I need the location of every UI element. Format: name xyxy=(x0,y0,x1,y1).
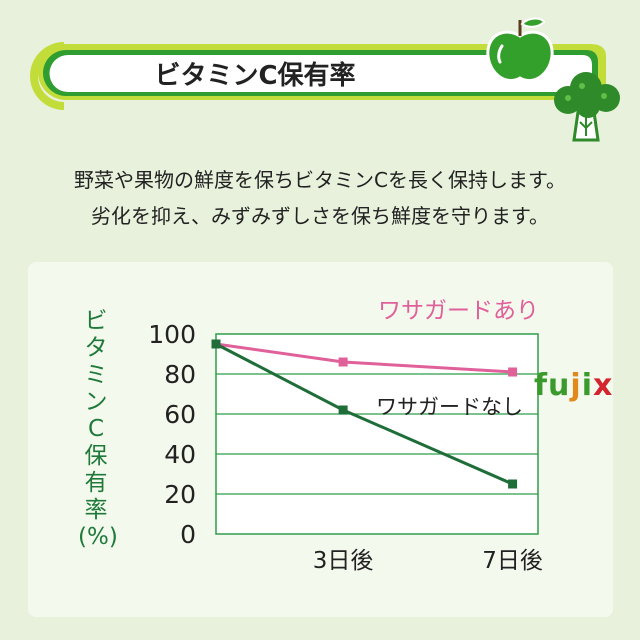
brand-logo-part: fu xyxy=(534,368,571,403)
x-tick-label: 3日後 xyxy=(313,548,374,574)
intro-line-1: 野菜や果物の鮮度を保ちビタミンCを長く保持します。 xyxy=(74,168,566,192)
y-axis-label-char: (%) xyxy=(78,524,118,550)
y-tick-label: 60 xyxy=(164,400,196,429)
y-axis-label-char: 率 xyxy=(84,497,108,523)
brand-logo: fujix xyxy=(534,368,613,403)
y-axis-label-char: ン xyxy=(84,389,108,415)
x-tick-label: 7日後 xyxy=(482,548,543,574)
chart-title: ビタミンC保有率 xyxy=(154,61,356,91)
data-point xyxy=(338,405,348,415)
x-tick-labels: 3日後 7日後 xyxy=(313,548,543,574)
y-tick-label: 0 xyxy=(180,520,196,549)
intro-line-2: 劣化を抑え、みずみずしさを保ち鮮度を守ります。 xyxy=(91,204,549,228)
grid-lines xyxy=(216,373,538,495)
series-label-without: ワサガードなし xyxy=(376,395,523,419)
y-axis-label: ビ タ ミ ン C 保 有 率 (%) xyxy=(78,308,118,551)
title-banner-shape xyxy=(30,42,606,110)
y-axis-label-char: ミ xyxy=(84,362,108,388)
y-axis-label-char: 保 xyxy=(84,443,108,469)
data-point xyxy=(338,357,348,367)
y-tick-label: 100 xyxy=(148,320,196,349)
brand-logo-part: j xyxy=(570,368,582,403)
brand-logo-part: i xyxy=(581,368,594,403)
y-axis-label-char: 有 xyxy=(84,470,108,496)
title-banner: ビタミンC保有率 xyxy=(30,40,615,112)
brand-logo-part: x xyxy=(593,368,614,403)
broccoli-icon xyxy=(554,72,620,142)
y-axis-label-char: C xyxy=(87,416,105,442)
y-tick-label: 40 xyxy=(164,440,196,469)
y-axis-label-char: ビ xyxy=(84,308,108,334)
data-point xyxy=(211,339,221,349)
y-tick-label: 80 xyxy=(164,360,196,389)
series-label-with: ワサガードあり xyxy=(378,298,539,324)
data-point xyxy=(508,367,518,377)
y-tick-label: 20 xyxy=(164,480,196,509)
y-tick-labels: 100 80 60 40 20 0 xyxy=(148,320,196,549)
series-without-wasaguard xyxy=(211,339,518,489)
y-axis-label-char: タ xyxy=(84,335,108,361)
data-point xyxy=(508,479,518,489)
apple-icon xyxy=(486,17,554,82)
intro-text: 野菜や果物の鮮度を保ちビタミンCを長く保持します。 劣化を抑え、みずみずしさを保… xyxy=(0,162,640,234)
plot-area xyxy=(215,333,539,535)
